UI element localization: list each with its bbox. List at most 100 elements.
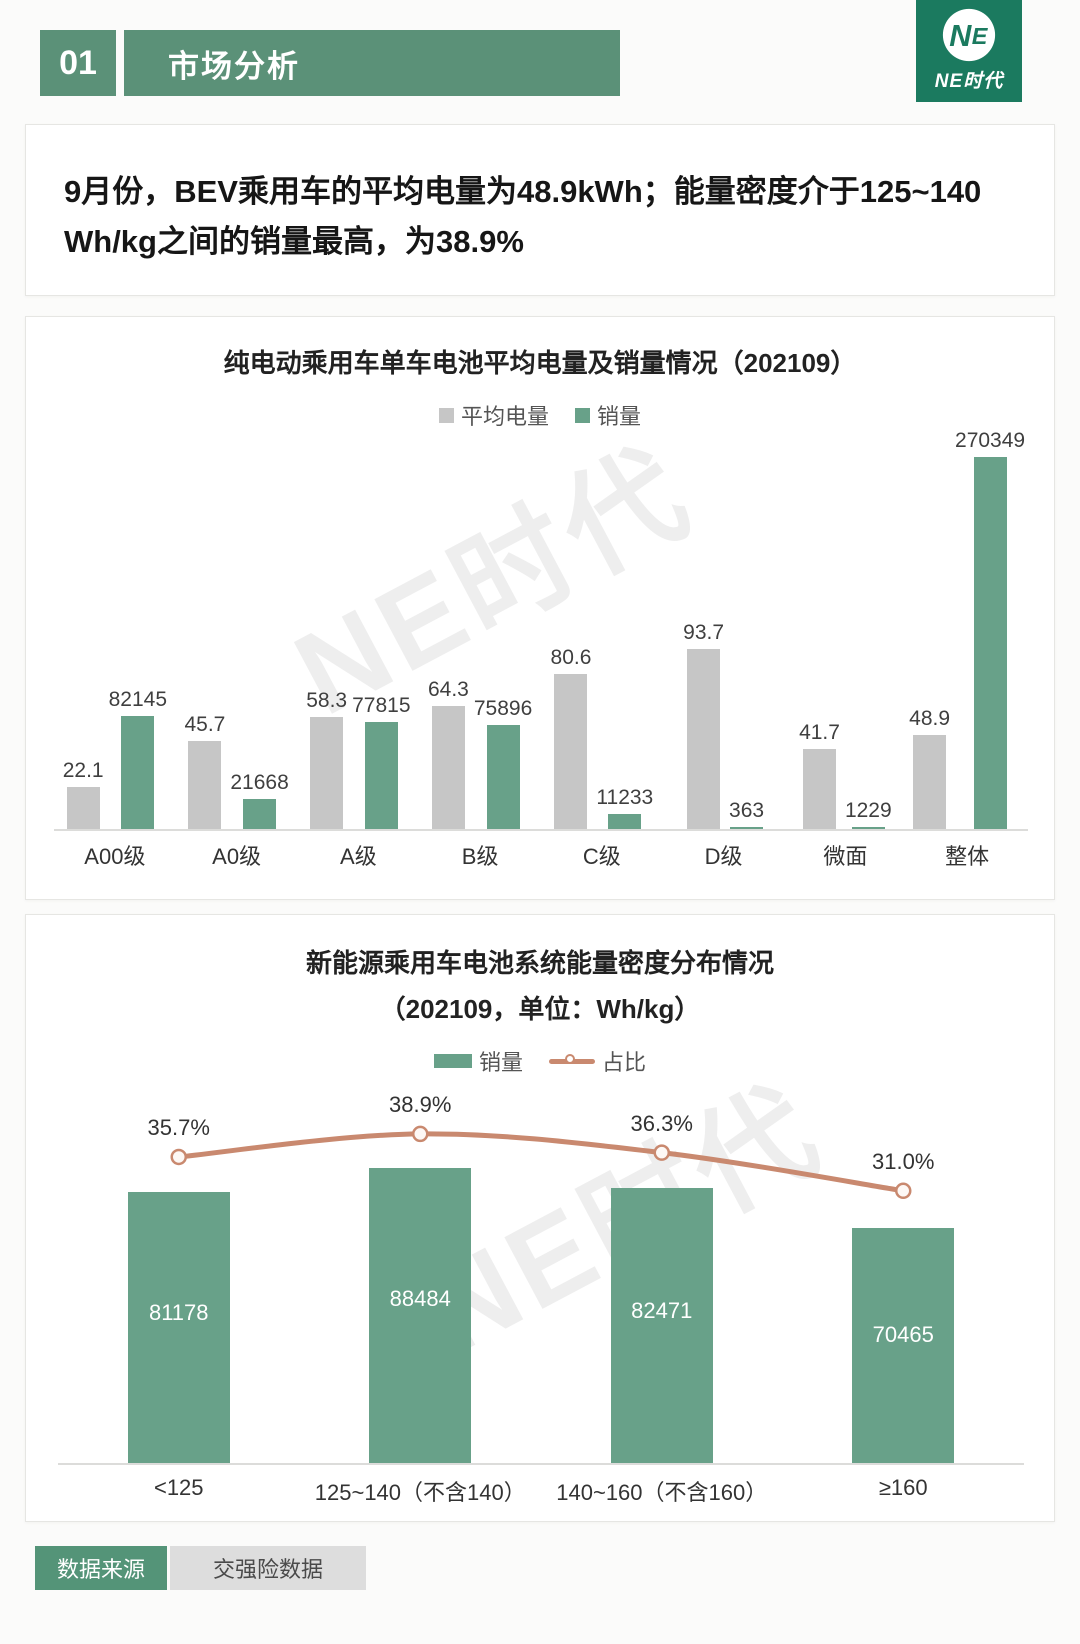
bar-value-label: 21668 (230, 771, 289, 795)
bar-group-整体: 48.9 270349 (906, 429, 1028, 829)
bar-group-微面: 41.7 1229 (785, 429, 907, 829)
x-label: D级 (704, 844, 743, 869)
chart2-card: NE时代 新能源乘用车电池系统能量密度分布情况 （202109，单位：Wh/kg… (25, 914, 1055, 1522)
bar-group-125~140（不含140）: 88484 (300, 1087, 542, 1463)
chart2-title: 新能源乘用车电池系统能量密度分布情况 (305, 948, 774, 978)
平均电量-bar (554, 674, 588, 829)
sales-bar: 88484 (369, 1168, 472, 1463)
bar-group-140~160（不含160）: 82471 (541, 1087, 783, 1463)
销量-bar-unit: 363 (729, 799, 764, 829)
bar-value-label: 77815 (352, 693, 411, 717)
legend-label: 销量 (478, 1050, 523, 1075)
bar-value-label: 45.7 (184, 713, 226, 737)
chart2-x-axis-labels: <125 125~140（不含140） 140~160（不含160） ≥160 (58, 1475, 1024, 1507)
bar-value-label: 82471 (631, 1298, 693, 1323)
x-label: A00级 (84, 844, 146, 869)
bar-group-A级: 58.3 77815 (298, 429, 420, 829)
sales-bar: 70465 (852, 1228, 955, 1463)
bar-value-label: 58.3 (306, 689, 348, 712)
gray-swatch-icon (438, 407, 454, 423)
green-swatch-icon (433, 1054, 472, 1068)
chart1-x-axis-labels: A00级 A0级 A级 B级 C级 D级 微面 整体 (54, 839, 1028, 871)
share-pct-label: 31.0% (872, 1148, 935, 1174)
section-number: 01 (40, 30, 116, 96)
bar-value-label: 88484 (389, 1286, 451, 1311)
bar-value-label: 270349 (955, 429, 1026, 452)
share-pct-label: 36.3% (630, 1110, 693, 1136)
平均电量-bar (687, 649, 721, 829)
legend-label: 销量 (597, 404, 642, 429)
bar-group-B级: 64.3 75896 (419, 429, 541, 829)
legend-label: 平均电量 (460, 404, 549, 429)
x-label: 125~140（不含140） (314, 1480, 526, 1505)
legend-item-share: 占比 (549, 1045, 646, 1077)
line-marker-icon (549, 1054, 595, 1068)
平均电量-bar-unit: 93.7 (683, 621, 724, 829)
section-title-banner: 市场分析 (124, 30, 620, 96)
chart2-legend: 销量 占比 (26, 1045, 1054, 1077)
legend-label: 占比 (602, 1050, 647, 1075)
平均电量-bar-unit: 64.3 (427, 677, 469, 829)
销量-bar-unit: 77815 (352, 693, 411, 829)
平均电量-bar (431, 705, 465, 829)
ne-era-logo: N E NE时代 (916, 0, 1022, 102)
x-label: B级 (461, 844, 499, 869)
销量-bar-unit: 1229 (845, 799, 892, 829)
bar-value-label: 41.7 (799, 720, 840, 744)
chart1-plot-area: 22.1 82145 45.7 21668 58.3 77815 64.3 75896 80.6… (54, 429, 1028, 831)
x-label: A级 (340, 844, 377, 869)
bar-value-label: 1229 (844, 799, 892, 822)
bar-group-≥160: 70465 (783, 1087, 1025, 1463)
销量-bar (851, 827, 885, 829)
sales-bar: 82471 (610, 1188, 713, 1463)
svg-text:N: N (949, 19, 972, 53)
平均电量-bar (913, 735, 947, 829)
share-pct-label: 38.9% (389, 1091, 452, 1117)
bar-group-D级: 93.7 363 (663, 429, 785, 829)
share-pct-label: 35.7% (147, 1114, 210, 1140)
销量-bar (243, 799, 277, 829)
销量-bar-unit: 270349 (955, 429, 1025, 829)
headline-text: 9月份，BEV乘用车的平均电量为48.9kWh；能量密度介于125~140 Wh… (64, 174, 982, 259)
bar-value-label: 48.9 (909, 707, 951, 731)
svg-text:E: E (972, 23, 989, 49)
平均电量-bar-unit: 41.7 (799, 721, 840, 829)
x-label: 140~160（不含160） (556, 1480, 768, 1505)
销量-bar (608, 813, 642, 829)
平均电量-bar-unit: 48.9 (909, 707, 950, 829)
x-label: 整体 (945, 844, 990, 869)
平均电量-bar-unit: 58.3 (306, 689, 347, 829)
销量-bar-unit: 75896 (474, 697, 532, 829)
bar-group-A0级: 45.7 21668 (176, 429, 298, 829)
销量-bar (730, 827, 764, 829)
bar-group-<125: 81178 (58, 1087, 300, 1463)
ne-logo-icon: N E (942, 8, 996, 62)
bar-value-label: 11233 (596, 785, 654, 809)
data-source-value: 交强险数据 (170, 1546, 366, 1590)
bar-value-label: 93.7 (683, 621, 725, 644)
bar-group-C级: 80.6 11233 (541, 429, 663, 829)
平均电量-bar-unit: 45.7 (184, 713, 225, 829)
chart2-subtitle: （202109，单位：Wh/kg） (379, 994, 701, 1024)
销量-bar (364, 721, 398, 829)
平均电量-bar-unit: 80.6 (551, 646, 591, 829)
headline-card: 9月份，BEV乘用车的平均电量为48.9kWh；能量密度介于125~140 Wh… (25, 124, 1055, 296)
data-source-label: 数据来源 (35, 1546, 167, 1590)
销量-bar-unit: 82145 (109, 688, 167, 829)
x-label: 微面 (823, 844, 868, 869)
bar-value-label: 64.3 (427, 677, 469, 701)
bar-group-A00级: 22.1 82145 (54, 429, 176, 829)
x-label: C级 (582, 844, 621, 869)
x-label: <125 (153, 1475, 204, 1500)
平均电量-bar (803, 748, 837, 829)
chart2-plot-area: 81178 88484 82471 70465 (58, 1087, 1024, 1465)
bar-value-label: 22.1 (62, 758, 104, 782)
chart1-card: NE时代 纯电动乘用车单车电池平均电量及销量情况（202109） 平均电量 销量… (25, 316, 1055, 900)
平均电量-bar (188, 741, 222, 829)
销量-bar (973, 457, 1007, 829)
销量-bar (121, 716, 155, 829)
bar-value-label: 75896 (473, 696, 533, 720)
bar-value-label: 81178 (148, 1300, 209, 1326)
平均电量-bar (66, 786, 100, 829)
